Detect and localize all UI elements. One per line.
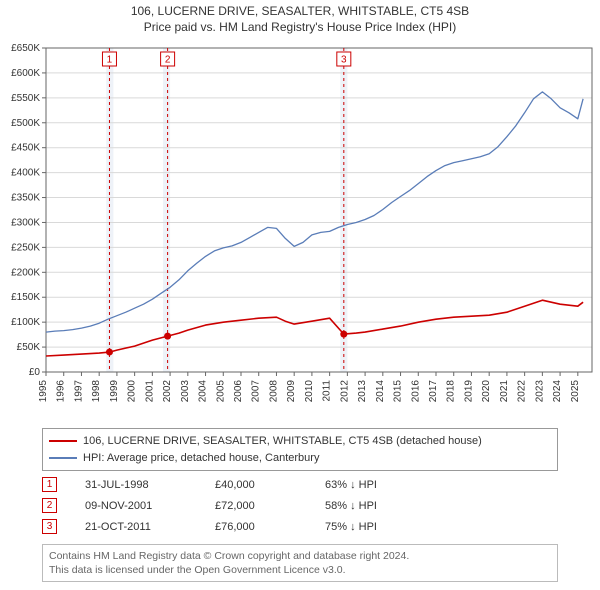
svg-text:2006: 2006 xyxy=(233,380,244,403)
legend-label: 106, LUCERNE DRIVE, SEASALTER, WHITSTABL… xyxy=(83,433,482,450)
transaction-date: 09-NOV-2001 xyxy=(85,500,215,512)
svg-text:3: 3 xyxy=(341,55,347,66)
svg-text:£50K: £50K xyxy=(17,342,41,353)
svg-text:2010: 2010 xyxy=(304,380,315,403)
svg-text:£600K: £600K xyxy=(11,68,40,79)
transaction-pct: 75% ↓ HPI xyxy=(325,521,455,533)
chart-area: £0 £50K £100K £150K £200K £250K £300K £350K £400… xyxy=(0,42,600,422)
svg-text:1995: 1995 xyxy=(38,380,49,403)
legend-item: 106, LUCERNE DRIVE, SEASALTER, WHITSTABL… xyxy=(49,433,551,450)
svg-text:1: 1 xyxy=(107,55,113,66)
svg-text:2008: 2008 xyxy=(268,380,279,403)
transaction-row: 1 31-JUL-1998£40,00063% ↓ HPI xyxy=(42,474,558,495)
svg-text:£650K: £650K xyxy=(11,43,40,54)
legend-label: HPI: Average price, detached house, Cant… xyxy=(83,450,319,467)
svg-text:2012: 2012 xyxy=(339,380,350,403)
legend-swatch xyxy=(49,457,77,459)
svg-text:2002: 2002 xyxy=(162,380,173,403)
chart-titles: 106, LUCERNE DRIVE, SEASALTER, WHITSTABL… xyxy=(0,0,600,34)
svg-text:2016: 2016 xyxy=(410,380,421,403)
legend: 106, LUCERNE DRIVE, SEASALTER, WHITSTABL… xyxy=(42,428,558,471)
svg-text:£400K: £400K xyxy=(11,168,40,179)
svg-text:2000: 2000 xyxy=(127,380,138,403)
footer-line2: This data is licensed under the Open Gov… xyxy=(49,563,551,577)
svg-text:2003: 2003 xyxy=(180,380,191,403)
svg-text:2014: 2014 xyxy=(375,380,386,403)
svg-text:2020: 2020 xyxy=(481,380,492,403)
svg-text:£150K: £150K xyxy=(11,292,40,303)
svg-text:2024: 2024 xyxy=(552,380,563,403)
transaction-marker: 3 xyxy=(42,519,57,534)
transaction-price: £72,000 xyxy=(215,500,325,512)
svg-text:2022: 2022 xyxy=(517,380,528,403)
svg-text:2007: 2007 xyxy=(251,380,262,403)
svg-text:2018: 2018 xyxy=(446,380,457,403)
footer-attribution: Contains HM Land Registry data © Crown c… xyxy=(42,544,558,582)
transaction-price: £40,000 xyxy=(215,479,325,491)
transaction-price: £76,000 xyxy=(215,521,325,533)
svg-text:£300K: £300K xyxy=(11,217,40,228)
svg-text:1996: 1996 xyxy=(56,380,67,403)
chart-subtitle: Price paid vs. HM Land Registry's House … xyxy=(0,20,600,34)
svg-text:1999: 1999 xyxy=(109,380,120,403)
transaction-marker: 1 xyxy=(42,477,57,492)
transaction-row: 2 09-NOV-2001£72,00058% ↓ HPI xyxy=(42,495,558,516)
svg-text:2005: 2005 xyxy=(215,380,226,403)
svg-text:2023: 2023 xyxy=(534,380,545,403)
svg-text:1997: 1997 xyxy=(73,380,84,403)
svg-text:2021: 2021 xyxy=(499,380,510,403)
svg-text:1998: 1998 xyxy=(91,380,102,403)
svg-text:2019: 2019 xyxy=(463,380,474,403)
svg-text:£0: £0 xyxy=(29,367,41,378)
transaction-pct: 63% ↓ HPI xyxy=(325,479,455,491)
legend-swatch xyxy=(49,440,77,442)
svg-text:£500K: £500K xyxy=(11,118,40,129)
svg-text:2025: 2025 xyxy=(570,380,581,403)
transactions-table: 1 31-JUL-1998£40,00063% ↓ HPI 2 09-NOV-2001… xyxy=(42,474,558,537)
svg-text:2001: 2001 xyxy=(144,380,155,403)
svg-text:£250K: £250K xyxy=(11,242,40,253)
legend-item: HPI: Average price, detached house, Cant… xyxy=(49,450,551,467)
transaction-row: 3 21-OCT-2011£76,00075% ↓ HPI xyxy=(42,516,558,537)
svg-text:2: 2 xyxy=(165,55,171,66)
transaction-marker: 2 xyxy=(42,498,57,513)
transaction-date: 31-JUL-1998 xyxy=(85,479,215,491)
svg-text:£100K: £100K xyxy=(11,317,40,328)
line-chart: £0 £50K £100K £150K £200K £250K £300K £350K £400… xyxy=(0,42,600,422)
transaction-date: 21-OCT-2011 xyxy=(85,521,215,533)
svg-text:2017: 2017 xyxy=(428,380,439,403)
footer-line1: Contains HM Land Registry data © Crown c… xyxy=(49,549,551,563)
svg-text:2013: 2013 xyxy=(357,380,368,403)
svg-text:£450K: £450K xyxy=(11,143,40,154)
svg-text:2004: 2004 xyxy=(198,380,209,403)
page-root: 106, LUCERNE DRIVE, SEASALTER, WHITSTABL… xyxy=(0,0,600,590)
transaction-pct: 58% ↓ HPI xyxy=(325,500,455,512)
svg-text:2011: 2011 xyxy=(322,380,333,402)
svg-text:2009: 2009 xyxy=(286,380,297,403)
svg-text:£350K: £350K xyxy=(11,193,40,204)
svg-text:£550K: £550K xyxy=(11,93,40,104)
chart-title: 106, LUCERNE DRIVE, SEASALTER, WHITSTABL… xyxy=(0,4,600,18)
svg-text:2015: 2015 xyxy=(393,380,404,403)
svg-text:£200K: £200K xyxy=(11,267,40,278)
